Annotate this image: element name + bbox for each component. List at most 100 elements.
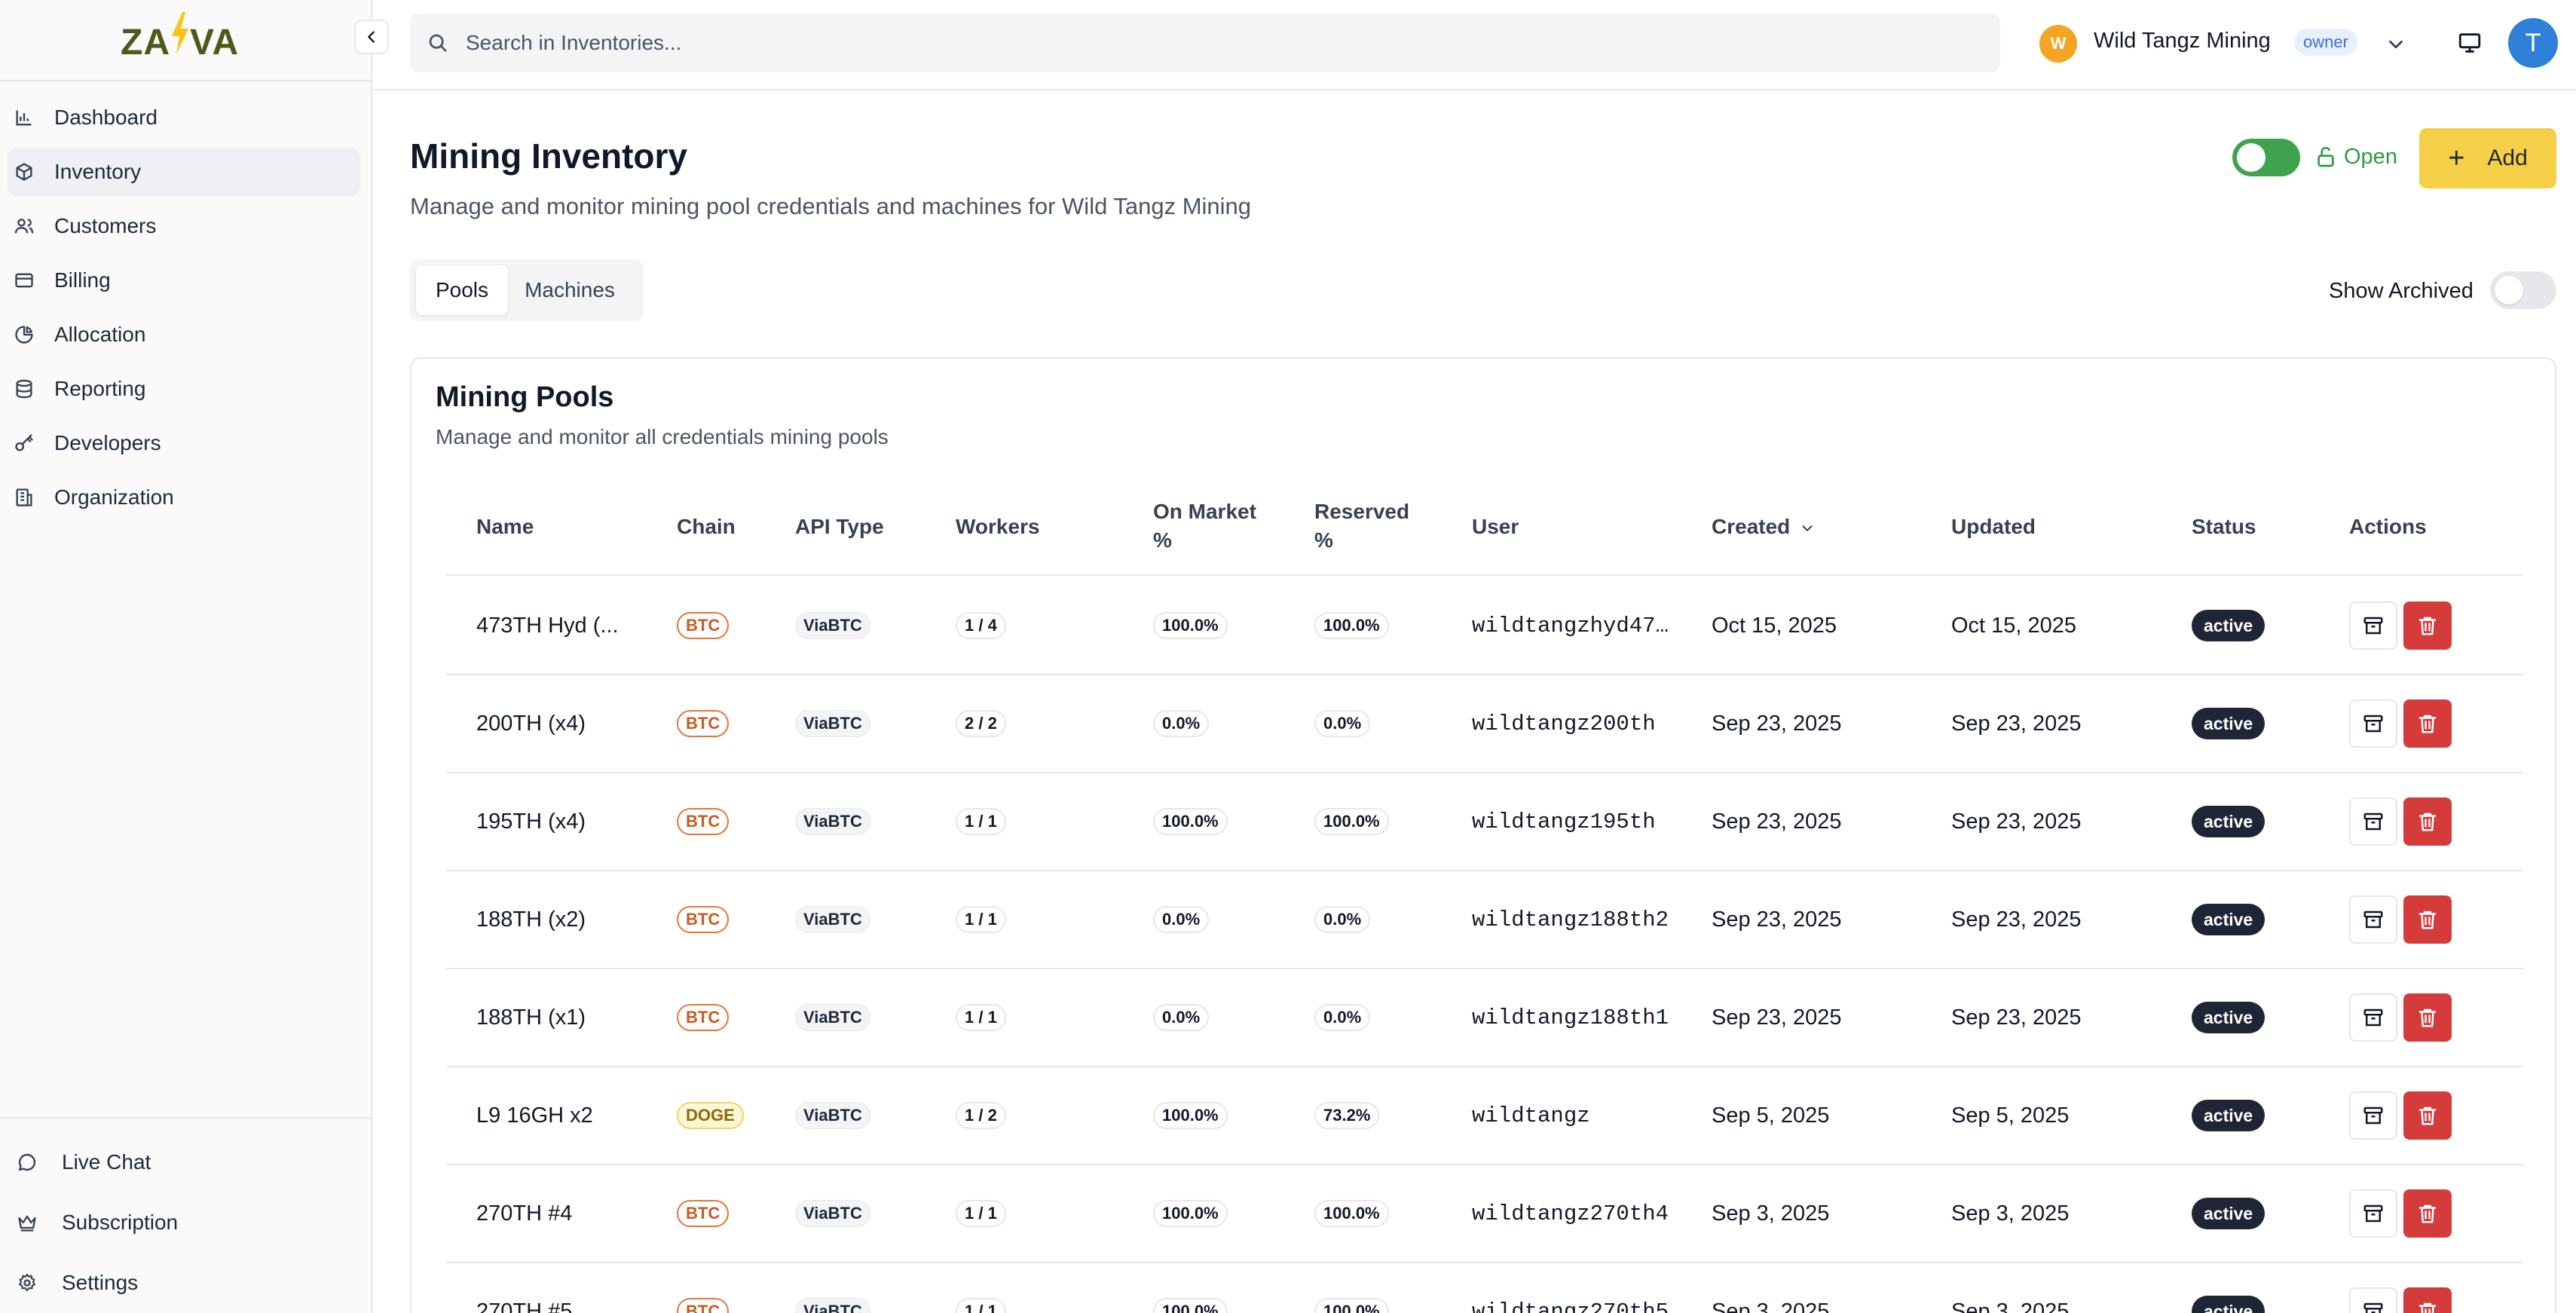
sidebar-item-customers[interactable]: Customers [8, 202, 360, 250]
card-subtitle: Manage and monitor all credentials minin… [436, 425, 889, 448]
table-row[interactable]: L9 16GH x2 DOGE ViaBTC 1 / 2 100.0% 73.2% wild… [446, 1067, 2523, 1165]
delete-button[interactable] [2403, 895, 2452, 944]
archive-button[interactable] [2349, 895, 2397, 944]
delete-button[interactable] [2403, 1287, 2452, 1313]
delete-button[interactable] [2403, 699, 2452, 748]
cell-updated: Oct 15, 2025 [1951, 577, 2076, 674]
sidebar-item-billing[interactable]: Billing [8, 256, 360, 305]
column-header-user[interactable]: User [1472, 515, 1519, 538]
cell-on-market: 100.0% [1153, 1263, 1228, 1313]
cell-created: Sep 23, 2025 [1712, 969, 1842, 1066]
org-name[interactable]: Wild Tangz Mining [2094, 29, 2271, 53]
workers-badge: 1 / 2 [956, 1102, 1006, 1129]
cell-on-market: 100.0% [1153, 577, 1228, 674]
cell-user: wildtangz270th5 [1472, 1263, 1669, 1313]
archive-icon [2363, 1008, 2383, 1027]
cell-reserved: 100.0% [1314, 577, 1389, 674]
sidebar-item-reporting[interactable]: Reporting [8, 365, 360, 413]
on-market-badge: 100.0% [1153, 808, 1228, 835]
pool-name: 195TH (x4) [476, 809, 586, 834]
status-badge: active [2192, 904, 2265, 935]
cell-updated: Sep 23, 2025 [1951, 969, 2082, 1066]
sidebar-item-settings[interactable]: Settings [17, 1260, 138, 1305]
pool-user: wildtangz188th2 [1472, 907, 1669, 932]
open-toggle[interactable] [2232, 139, 2300, 176]
table-row[interactable]: 270TH #5 BTC ViaBTC 1 / 1 100.0% 100.0% wildta… [446, 1263, 2523, 1313]
cell-status: active [2192, 1263, 2265, 1313]
workers-badge: 1 / 4 [956, 612, 1006, 639]
updated-date: Sep 23, 2025 [1951, 809, 2082, 834]
archive-button[interactable] [2349, 993, 2397, 1042]
pool-name: 270TH #4 [476, 1201, 573, 1226]
cell-chain: BTC [677, 577, 730, 674]
table-row[interactable]: 188TH (x2) BTC ViaBTC 1 / 1 0.0% 0.0% wildtang… [446, 871, 2523, 969]
column-header-api-type[interactable]: API Type [795, 515, 884, 538]
chain-badge: BTC [677, 710, 730, 737]
sidebar-item-inventory[interactable]: Inventory [8, 148, 360, 196]
add-button[interactable]: + Add [2419, 128, 2556, 188]
archive-button[interactable] [2349, 699, 2397, 748]
show-archived-toggle[interactable] [2490, 271, 2556, 309]
column-header-on-market[interactable]: On Market% [1153, 497, 1256, 555]
table-row[interactable]: 188TH (x1) BTC ViaBTC 1 / 1 0.0% 0.0% wildtang… [446, 969, 2523, 1067]
tab-machines[interactable]: Machines [525, 278, 615, 301]
cell-api-type: ViaBTC [795, 969, 870, 1066]
sidebar-item-subscription[interactable]: Subscription [17, 1200, 178, 1245]
collapse-sidebar-button[interactable] [354, 20, 389, 54]
trash-icon [2418, 715, 2437, 733]
delete-button[interactable] [2403, 601, 2452, 650]
search-bar[interactable] [410, 14, 2000, 72]
archive-button[interactable] [2349, 601, 2397, 650]
cell-api-type: ViaBTC [795, 773, 870, 870]
monitor-icon[interactable] [2457, 30, 2483, 56]
cell-actions [2349, 969, 2458, 1066]
cell-reserved: 100.0% [1314, 773, 1389, 870]
archive-button[interactable] [2349, 1091, 2397, 1140]
sidebar-item-allocation[interactable]: Allocation [8, 311, 360, 359]
archive-button[interactable] [2349, 1287, 2397, 1313]
created-date: Oct 15, 2025 [1712, 613, 1837, 638]
archive-button[interactable] [2349, 797, 2397, 846]
column-header-created[interactable]: Created [1712, 513, 1816, 541]
sidebar-item-developers[interactable]: Developers [8, 419, 360, 467]
table-row[interactable]: 195TH (x4) BTC ViaBTC 1 / 1 100.0% 100.0% wild… [446, 773, 2523, 871]
column-header-workers[interactable]: Workers [956, 515, 1040, 538]
api-type-badge: ViaBTC [795, 906, 870, 933]
table-row[interactable]: 200TH (x4) BTC ViaBTC 2 / 2 0.0% 0.0% wildtang… [446, 675, 2523, 773]
sidebar-item-label: Reporting [54, 377, 146, 400]
column-header-line: On Market [1153, 500, 1256, 523]
table-row[interactable]: 473TH Hyd (... BTC ViaBTC 1 / 4 100.0% 100.0%… [446, 577, 2523, 675]
delete-button[interactable] [2403, 1189, 2452, 1238]
table-row[interactable]: 270TH #4 BTC ViaBTC 1 / 1 100.0% 100.0% wildta… [446, 1165, 2523, 1263]
cell-reserved: 73.2% [1314, 1067, 1380, 1164]
user-avatar[interactable]: T [2508, 18, 2558, 68]
column-header-updated[interactable]: Updated [1951, 515, 2036, 538]
sidebar-item-dashboard[interactable]: Dashboard [8, 93, 360, 142]
delete-button[interactable] [2403, 1091, 2452, 1140]
mining-pools-card: Mining Pools Manage and monitor all cred… [410, 357, 2556, 1313]
reserved-badge: 0.0% [1314, 1004, 1371, 1031]
status-badge: active [2192, 1198, 2265, 1229]
cell-workers: 2 / 2 [956, 675, 1006, 772]
cell-workers: 1 / 1 [956, 969, 1006, 1066]
cell-reserved: 100.0% [1314, 1165, 1389, 1262]
on-market-badge: 100.0% [1153, 1102, 1228, 1129]
brand-logo[interactable]: ZA VA [121, 12, 239, 63]
search-input[interactable] [466, 31, 1898, 55]
unlock-icon [2317, 146, 2334, 167]
sidebar-item-organization[interactable]: Organization [8, 473, 360, 522]
archive-button[interactable] [2349, 1189, 2397, 1238]
cell-actions [2349, 773, 2458, 870]
cell-workers: 1 / 4 [956, 577, 1006, 674]
column-header-status[interactable]: Status [2192, 515, 2256, 538]
cell-workers: 1 / 1 [956, 871, 1006, 968]
delete-button[interactable] [2403, 797, 2452, 846]
tab-pools[interactable]: Pools [416, 265, 508, 315]
org-avatar[interactable]: W [2039, 25, 2077, 63]
delete-button[interactable] [2403, 993, 2452, 1042]
chevron-down-icon[interactable] [2385, 33, 2407, 56]
sidebar-item-live-chat[interactable]: Live Chat [17, 1140, 151, 1185]
column-header-reserved[interactable]: Reserved% [1314, 497, 1409, 555]
column-header-name[interactable]: Name [476, 515, 534, 538]
column-header-chain[interactable]: Chain [677, 515, 736, 538]
